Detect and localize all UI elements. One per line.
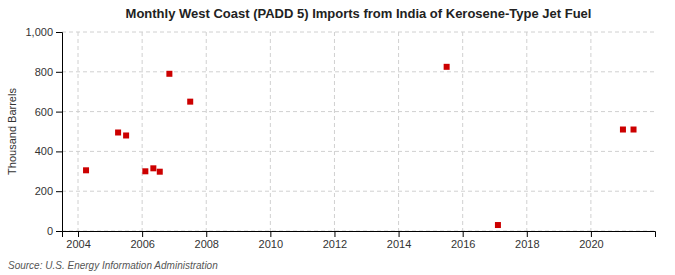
y-tick-label: 0 [47, 225, 53, 237]
x-tick-label: 2014 [387, 238, 411, 250]
point [495, 222, 501, 228]
grid-line [334, 32, 335, 231]
grid-line [62, 71, 655, 72]
y-tick-mark [56, 112, 62, 113]
x-tick-mark [142, 231, 143, 237]
y-tick-mark [56, 72, 62, 73]
y-axis-title: Thousand Barrels [6, 88, 18, 175]
points [83, 64, 636, 228]
grid-line [206, 32, 207, 231]
y-tick-mark [56, 191, 62, 192]
grid-line [78, 32, 79, 231]
y-tick-mark [56, 231, 62, 232]
point [631, 127, 637, 133]
source-note: Source: U.S. Energy Information Administ… [8, 260, 218, 271]
x-tick-label: 2008 [195, 238, 219, 250]
point [187, 99, 193, 105]
x-axis-line [63, 232, 656, 238]
y-tick: 400 [35, 145, 62, 157]
plot-area: 2004 2006 2008 2010 2012 2014 2016 2018 2020 0 200… [25, 26, 655, 250]
x-tick: 2010 [259, 231, 283, 250]
chart: 2004 2006 2008 2010 2012 2014 2016 2018 2020 0 200… [0, 0, 675, 275]
grid-line [62, 191, 655, 192]
y-tick-mark [56, 151, 62, 152]
x-tick: 2020 [579, 231, 603, 250]
y-tick-mark [56, 32, 62, 33]
y-tick-label: 800 [35, 66, 53, 78]
point [620, 127, 626, 133]
grid [62, 32, 655, 231]
x-tick-label: 2016 [451, 238, 475, 250]
x-tick: 2018 [515, 231, 539, 250]
y-tick: 1,000 [25, 26, 62, 38]
x-tick-label: 2010 [259, 238, 283, 250]
y-tick-label: 1,000 [25, 26, 53, 38]
y-tick: 0 [47, 225, 62, 237]
y-axis: 0 200 400 600 800 1,000 [25, 26, 62, 237]
point [150, 165, 156, 171]
x-tick-label: 2020 [579, 238, 603, 250]
x-tick: 2014 [387, 231, 411, 250]
point [444, 64, 450, 70]
y-tick-label: 400 [35, 145, 53, 157]
point [157, 169, 163, 175]
x-tick: 2006 [130, 231, 154, 250]
x-tick-mark [399, 231, 400, 237]
x-tick: 2008 [195, 231, 219, 250]
grid-line [62, 151, 655, 152]
x-tick-label: 2006 [130, 238, 154, 250]
x-tick-mark [206, 231, 207, 237]
grid-line [590, 32, 591, 231]
x-tick-label: 2012 [323, 238, 347, 250]
x-tick-label: 2018 [515, 238, 539, 250]
grid-line [462, 32, 463, 231]
point [142, 168, 148, 174]
x-tick: 2016 [451, 231, 475, 250]
point [83, 167, 89, 173]
y-tick: 600 [35, 106, 62, 118]
x-tick-mark [78, 231, 79, 237]
grid-line [62, 111, 655, 112]
x-tick-mark [463, 231, 464, 237]
grid-line [526, 32, 527, 231]
y-tick-label: 200 [35, 185, 53, 197]
x-tick-mark [591, 231, 592, 237]
grid-line [270, 32, 271, 231]
x-tick-mark [527, 231, 528, 237]
y-axis-line [56, 33, 63, 232]
x-tick-label: 2004 [66, 238, 90, 250]
point [166, 71, 172, 77]
x-tick-mark [334, 231, 335, 237]
y-tick: 200 [35, 185, 62, 197]
x-axis: 2004 2006 2008 2010 2012 2014 2016 2018 2020 [63, 231, 656, 250]
y-tick: 800 [35, 66, 62, 78]
y-tick-label: 600 [35, 106, 53, 118]
grid-line [62, 32, 655, 33]
point [115, 129, 121, 135]
point [123, 132, 129, 138]
grid-line [398, 32, 399, 231]
x-tick: 2012 [323, 231, 347, 250]
grid-line [142, 32, 143, 231]
x-tick: 2004 [66, 231, 90, 250]
x-tick-mark [270, 231, 271, 237]
title: Monthly West Coast (PADD 5) Imports from… [126, 6, 592, 21]
